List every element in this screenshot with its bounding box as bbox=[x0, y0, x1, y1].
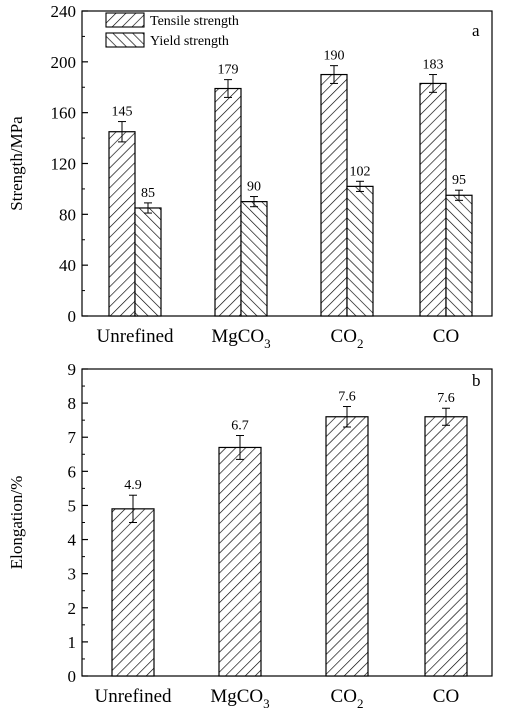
data-label: 7.6 bbox=[338, 390, 356, 405]
y-tick-label: 40 bbox=[59, 256, 76, 275]
bar bbox=[419, 82, 447, 317]
x-category-label: CO2 bbox=[331, 326, 364, 351]
chart-panel-b: 0 1 2 3 4 5 6 7 8 9 Elongation/% b 4.9 6.7 7.6 7.6 Unref… bbox=[7, 360, 493, 711]
bar bbox=[346, 185, 374, 317]
chart-panel-a: 0 40 80 120 160 200 240 Strength/MPa a 145 179 190 1… bbox=[7, 2, 493, 351]
legend-entry: Tensile strength bbox=[150, 14, 239, 29]
y-tick-label: 4 bbox=[68, 531, 77, 550]
category-main: CO bbox=[331, 326, 357, 347]
bar bbox=[445, 194, 473, 317]
category-subscript: 2 bbox=[357, 696, 364, 711]
data-label: 85 bbox=[141, 186, 155, 201]
x-category-label: MgCO3 bbox=[211, 326, 270, 351]
x-category-label: CO bbox=[433, 686, 459, 707]
legend-swatch bbox=[105, 32, 145, 48]
category-subscript: 3 bbox=[264, 336, 271, 351]
y-axis-title: Strength/MPa bbox=[7, 116, 26, 211]
legend-swatch bbox=[105, 12, 145, 28]
data-label: 183 bbox=[423, 58, 444, 73]
panel-label: b bbox=[472, 371, 481, 390]
data-label: 179 bbox=[218, 63, 239, 78]
category-main: MgCO bbox=[210, 686, 263, 707]
bar bbox=[218, 446, 262, 677]
y-tick-label: 6 bbox=[68, 462, 77, 481]
y-tick-label: 7 bbox=[68, 428, 77, 447]
y-tick-label: 0 bbox=[68, 307, 77, 326]
bar bbox=[320, 73, 348, 317]
y-tick-label: 8 bbox=[68, 394, 77, 413]
bar bbox=[424, 416, 468, 677]
y-tick-label: 160 bbox=[51, 104, 77, 123]
y-tick-label: 2 bbox=[68, 599, 77, 618]
y-tick-label: 240 bbox=[51, 2, 77, 21]
x-category-label: Unrefined bbox=[94, 686, 172, 707]
data-label: 102 bbox=[350, 164, 371, 179]
data-label: 4.9 bbox=[124, 478, 142, 493]
category-main: CO bbox=[433, 686, 459, 707]
bar bbox=[111, 508, 155, 677]
y-tick-label: 80 bbox=[59, 205, 76, 224]
category-main: Unrefined bbox=[94, 686, 172, 707]
y-tick-label: 1 bbox=[68, 633, 77, 652]
data-label: 90 bbox=[247, 180, 261, 195]
bar bbox=[214, 87, 242, 317]
bar bbox=[240, 201, 268, 317]
y-tick-label: 9 bbox=[68, 360, 77, 379]
x-category-label: CO2 bbox=[331, 686, 364, 711]
y-tick-label: 3 bbox=[68, 565, 77, 584]
x-category-label: Unrefined bbox=[96, 326, 174, 347]
bar bbox=[108, 131, 136, 317]
category-main: Unrefined bbox=[96, 326, 174, 347]
bar bbox=[325, 416, 369, 677]
category-subscript: 3 bbox=[263, 696, 270, 711]
data-label: 145 bbox=[112, 105, 133, 120]
legend: Tensile strength Yield strength bbox=[105, 12, 239, 49]
category-main: MgCO bbox=[211, 326, 264, 347]
y-tick-label: 200 bbox=[51, 53, 77, 72]
data-label: 190 bbox=[324, 49, 345, 64]
data-label: 6.7 bbox=[231, 419, 249, 434]
data-label: 7.6 bbox=[437, 391, 455, 406]
category-main: CO bbox=[331, 686, 357, 707]
data-label: 95 bbox=[452, 173, 466, 188]
category-main: CO bbox=[433, 326, 459, 347]
x-category-label: MgCO3 bbox=[210, 686, 269, 711]
y-axis-title: Elongation/% bbox=[7, 476, 26, 569]
legend-entry: Yield strength bbox=[150, 34, 229, 49]
category-subscript: 2 bbox=[357, 336, 364, 351]
panel-label: a bbox=[472, 21, 480, 40]
x-category-label: CO bbox=[433, 326, 459, 347]
y-tick-label: 5 bbox=[68, 496, 77, 515]
y-tick-label: 120 bbox=[51, 155, 77, 174]
bar bbox=[134, 207, 162, 317]
y-tick-label: 0 bbox=[68, 667, 77, 686]
